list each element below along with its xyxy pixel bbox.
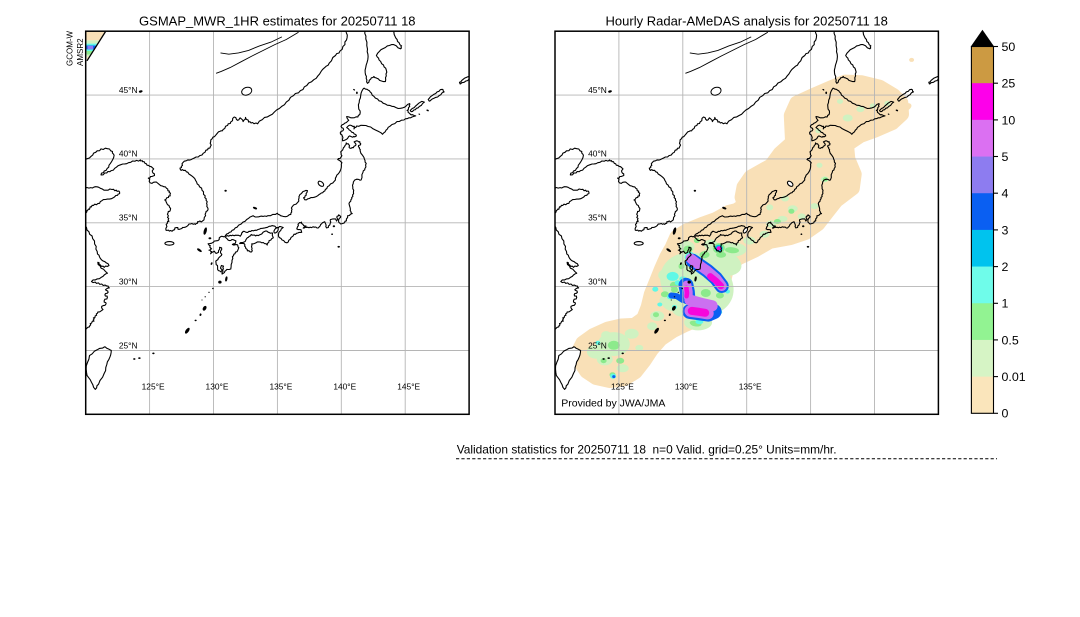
svg-text:35°N: 35°N (588, 213, 607, 223)
svg-text:45°N: 45°N (119, 85, 138, 95)
svg-text:GSMAP_MWR_1HR estimates for 20: GSMAP_MWR_1HR estimates for 20250711 18 (139, 14, 416, 29)
svg-text:3: 3 (1002, 223, 1009, 237)
svg-text:0: 0 (1002, 407, 1009, 421)
svg-text:0.01: 0.01 (1002, 370, 1026, 384)
svg-text:1: 1 (1002, 297, 1009, 311)
svg-text:130°E: 130°E (675, 381, 698, 391)
svg-text:Provided by JWA/JMA: Provided by JWA/JMA (561, 398, 665, 410)
svg-text:35°N: 35°N (119, 213, 138, 223)
svg-text:50: 50 (1002, 40, 1016, 54)
svg-text:145°E: 145°E (397, 381, 420, 391)
svg-text:25°N: 25°N (588, 340, 607, 350)
svg-text:25°N: 25°N (119, 340, 138, 350)
svg-text:Validation statistics for 2025: Validation statistics for 20250711 18 n=… (457, 442, 837, 456)
svg-text:125°E: 125°E (611, 381, 634, 391)
svg-text:25: 25 (1002, 77, 1016, 91)
svg-text:30°N: 30°N (588, 276, 607, 286)
svg-text:GCOM-W: GCOM-W (65, 30, 74, 66)
svg-text:45°N: 45°N (588, 85, 607, 95)
svg-text:130°E: 130°E (206, 381, 229, 391)
svg-text:4: 4 (1002, 187, 1009, 201)
svg-text:30°N: 30°N (119, 276, 138, 286)
svg-text:5: 5 (1002, 150, 1009, 164)
svg-text:AMSR2: AMSR2 (76, 38, 85, 66)
svg-text:135°E: 135°E (739, 381, 762, 391)
svg-text:40°N: 40°N (119, 149, 138, 159)
svg-text:Hourly Radar-AMeDAS analysis f: Hourly Radar-AMeDAS analysis for 2025071… (606, 14, 888, 29)
svg-text:0.5: 0.5 (1002, 333, 1019, 347)
svg-text:2: 2 (1002, 260, 1009, 274)
svg-text:140°E: 140°E (333, 381, 356, 391)
svg-text:40°N: 40°N (588, 149, 607, 159)
svg-text:125°E: 125°E (142, 381, 165, 391)
svg-text:10: 10 (1002, 113, 1016, 127)
svg-text:135°E: 135°E (269, 381, 292, 391)
